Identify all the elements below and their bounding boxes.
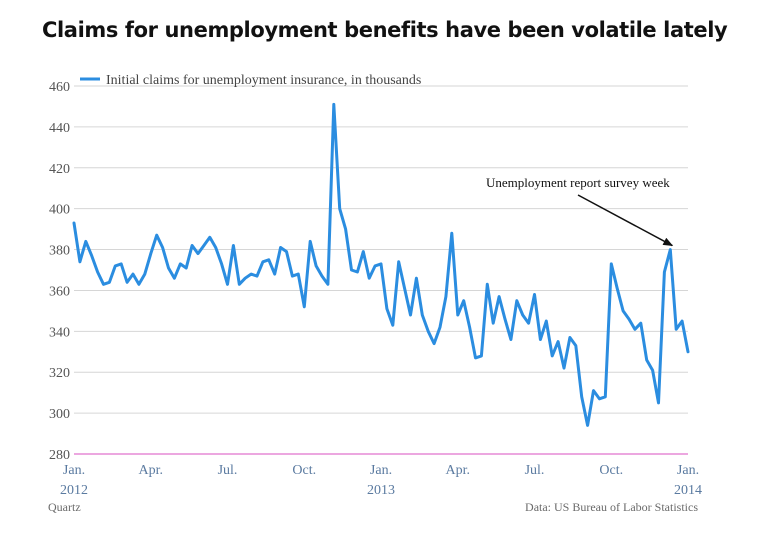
series-lines [72,102,690,427]
x-tick-label: Jul. [218,463,238,478]
annotation-label: Unemployment report survey week [486,175,670,190]
x-tick-label: Jul. [525,463,545,478]
credit: Quartz [48,500,81,514]
x-tick-year: 2012 [60,483,88,498]
x-tick-year: 2013 [367,483,395,498]
y-tick-label: 460 [49,80,70,95]
y-tick-label: 420 [49,162,70,177]
annotation-arrow [577,194,674,247]
series-line [72,102,690,427]
annotations: Unemployment report survey week [486,175,674,247]
y-tick-label: 400 [49,203,70,218]
y-tick-label: 380 [49,244,70,259]
source-note: Data: US Bureau of Labor Statistics [525,500,698,514]
x-tick-label: Oct. [599,463,623,478]
chart-title: Claims for unemployment benefits have be… [42,18,728,42]
y-tick-label: 300 [49,407,70,422]
y-tick-label: 280 [49,448,70,463]
x-tick-label: Jan. [63,463,85,478]
y-tick-label: 440 [49,121,70,136]
y-tick-label: 360 [49,284,70,299]
x-tick-label: Oct. [292,463,316,478]
x-tick-label: Apr. [139,463,164,478]
legend-label: Initial claims for unemployment insuranc… [106,73,421,88]
y-tick-label: 340 [49,325,70,340]
x-axis-ticks: Jan. 2012 Apr. Jul. Oct. Jan. 2013 Apr. Jul. Oct.… [60,463,702,498]
x-tick-label: Jan. [370,463,392,478]
y-axis-ticks: 280 300 320 340 360 380 400 420 440 460 [49,80,70,463]
legend: Initial claims for unemployment insuranc… [80,73,421,88]
x-tick-year: 2014 [674,483,702,498]
x-tick-label: Jan. [677,463,699,478]
y-tick-label: 320 [49,366,70,381]
grid-lines [74,85,688,414]
x-tick-label: Apr. [446,463,471,478]
